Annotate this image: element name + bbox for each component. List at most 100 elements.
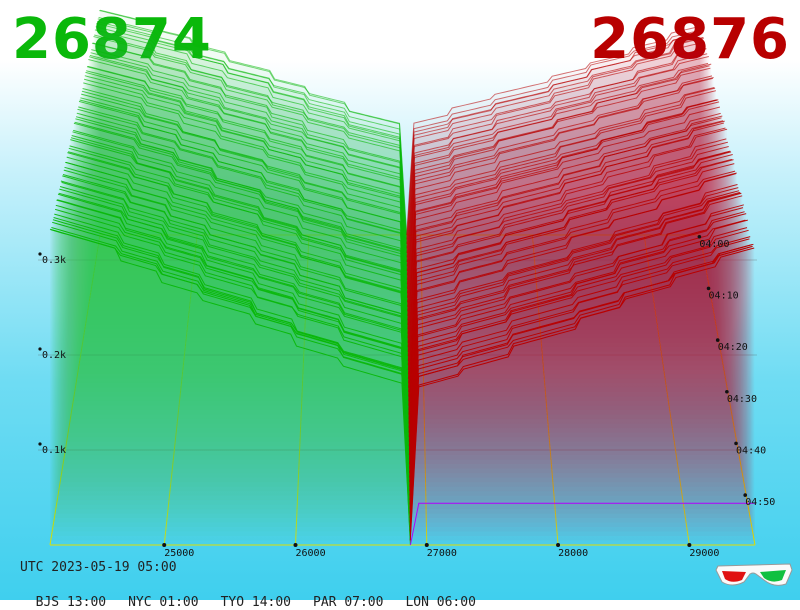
- bid-depth-line: [83, 82, 409, 339]
- ask-depth-line: [407, 77, 714, 312]
- bid-depth-line: [72, 131, 410, 406]
- bid-depth-line: [67, 152, 410, 438]
- ask-depth-line: [409, 204, 744, 483]
- ask-depth-line: [407, 90, 717, 325]
- ask-depth-line: [407, 87, 715, 316]
- bid-depth-line: [98, 16, 408, 245]
- time-tick-marker: [697, 234, 702, 239]
- ask-depth-line: [408, 192, 741, 465]
- bid-depth-line: [85, 71, 409, 325]
- bid-depth-line: [75, 118, 409, 388]
- bid-depth-line: [97, 18, 408, 249]
- timezone-nyc: NYC 01:00: [128, 595, 199, 610]
- bid-depth-line: [52, 219, 411, 528]
- bid-depth-line: [54, 208, 411, 514]
- bid-depth-line: [59, 186, 411, 483]
- ask-depth-line: [409, 229, 749, 510]
- ask-depth-line: [408, 190, 740, 456]
- ask-depth-line: [407, 106, 721, 348]
- ask-depth-line: [409, 247, 755, 541]
- ask-depth-line: [408, 159, 734, 424]
- price-tick-label: 25000: [164, 548, 194, 559]
- bid-depth-line: [63, 169, 410, 460]
- time-tick-marker: [715, 338, 720, 342]
- ask-depth-line: [409, 195, 743, 474]
- ask-depth-line: [406, 53, 708, 276]
- bid-depth-line: [56, 199, 411, 505]
- bid-depth-line: [57, 193, 411, 496]
- ask-depth-line: [408, 187, 739, 451]
- time-tick-label: 04:10: [709, 290, 739, 301]
- ask-depth-line: [406, 37, 705, 258]
- ask-depth-area: [410, 503, 755, 545]
- time-tick-marker: [725, 389, 729, 394]
- bid-depth-line: [90, 52, 408, 294]
- bid-depth-line: [74, 121, 410, 393]
- bid-depth-line: [88, 59, 409, 307]
- ask-depth-line: [408, 163, 735, 429]
- timezone-par: PAR 07:00: [313, 595, 384, 610]
- time-tick-label: 04:20: [718, 342, 748, 353]
- bid-depth-line: [96, 22, 408, 258]
- time-tick-marker: [743, 493, 748, 497]
- ask-depth-line: [406, 29, 701, 240]
- price-tick-marker: [687, 543, 692, 547]
- ask-depth-line: [408, 191, 741, 460]
- price-gridline: [420, 234, 428, 546]
- depth-tick-label: 0.3k: [42, 255, 66, 266]
- ask-depth-line: [408, 172, 737, 442]
- 3d-glasses-icon[interactable]: [714, 560, 794, 590]
- time-tick-label: 04:50: [745, 497, 775, 508]
- price-tick-label: 28000: [558, 548, 588, 559]
- bid-depth-line: [66, 156, 410, 442]
- ask-depth-line: [406, 48, 707, 271]
- bid-depth-line: [91, 49, 408, 289]
- price-gridline: [295, 234, 310, 546]
- ask-depth-line: [407, 87, 716, 321]
- ask-depth-line: [407, 99, 717, 330]
- bid-depth-line: [95, 26, 408, 263]
- bid-depth-line: [88, 56, 408, 303]
- bid-depth-line: [58, 192, 411, 492]
- price-tick-label: 26000: [296, 548, 326, 559]
- time-tick-label: 04:30: [727, 394, 757, 405]
- utc-timestamp: UTC 2023-05-19 05:00: [20, 560, 177, 575]
- ask-depth-line: [408, 141, 729, 393]
- price-gridline: [643, 234, 690, 546]
- ask-depth-line: [409, 502, 755, 546]
- depth-tick-marker: [38, 442, 42, 446]
- ask-depth-line: [408, 170, 736, 433]
- time-tick-label: 04:00: [699, 239, 729, 250]
- price-tick-marker: [293, 543, 298, 547]
- bid-depth-line: [55, 204, 411, 510]
- time-tick-marker: [706, 286, 711, 291]
- ask-depth-line: [407, 112, 721, 352]
- bid-depth-line: [81, 90, 409, 348]
- bid-depth-line: [68, 147, 410, 429]
- ask-depth-line: [406, 36, 704, 254]
- axis-labels: 0.1k 0.2k 0.3k 25000 26000 27000 28000 29000 04:…: [38, 234, 775, 559]
- ask-depth-line: [406, 32, 703, 249]
- ask-depth-line: [406, 25, 701, 236]
- bid-depth-line: [78, 106, 409, 370]
- time-tick-marker: [734, 441, 738, 446]
- ask-depth-line: [409, 219, 748, 505]
- ask-depth-line: [408, 154, 733, 420]
- price-tick-label: 29000: [689, 548, 719, 559]
- time-tick-label: 04:40: [736, 445, 766, 456]
- ask-depth-line: [408, 146, 729, 397]
- price-tick-label: 27000: [427, 548, 457, 559]
- bid-depth-line: [91, 42, 408, 285]
- ask-depth-line: [409, 238, 750, 514]
- ask-depth-line: [406, 62, 709, 280]
- ask-depth-line: [407, 77, 713, 307]
- bid-depth-line: [94, 29, 408, 267]
- bid-depth-line: [62, 175, 410, 469]
- ask-depth-line: [408, 151, 732, 411]
- timezone-lon: LON 06:00: [405, 595, 476, 610]
- price-tick-marker: [556, 543, 561, 547]
- depth-tick-label: 0.1k: [42, 445, 66, 456]
- bid-depth-line: [65, 161, 410, 451]
- depth-tick-label: 0.2k: [42, 350, 66, 361]
- bid-depth-line: [59, 188, 411, 487]
